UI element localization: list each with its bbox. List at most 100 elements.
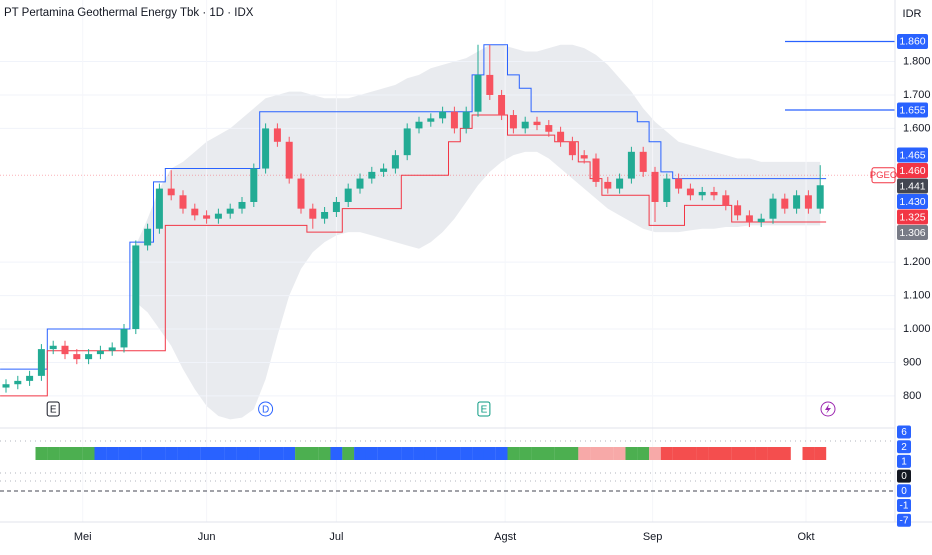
regime-segment	[59, 447, 71, 460]
oscillator-badge	[897, 499, 911, 512]
regime-segment	[743, 447, 756, 460]
regime-segment	[271, 447, 284, 460]
oscillator-label: -1	[900, 501, 909, 512]
price-badge-label: 1.465	[899, 149, 925, 161]
candle-body	[474, 74, 482, 112]
candle-body	[37, 349, 45, 376]
candle-body	[509, 115, 517, 129]
candle-body	[450, 111, 458, 129]
lightning-icon	[820, 401, 836, 417]
candle-body	[203, 215, 211, 219]
regime-segment	[306, 447, 319, 460]
candle-body	[144, 228, 152, 246]
regime-segment	[566, 447, 579, 460]
y-tick-label: 1.200	[903, 256, 931, 268]
regime-segment	[660, 447, 673, 460]
regime-segment	[531, 447, 543, 460]
candle-body	[627, 151, 635, 179]
event-label: D	[262, 405, 269, 416]
y-tick-label: 1.700	[903, 89, 931, 101]
regime-segment	[177, 447, 189, 460]
candle-body	[108, 347, 116, 351]
event-marker[interactable]	[477, 401, 491, 417]
candle-body	[592, 158, 600, 182]
event-marker[interactable]	[258, 401, 274, 417]
regime-segment	[247, 447, 260, 460]
event-label: E	[481, 405, 488, 416]
x-tick-label: Mei	[74, 531, 92, 543]
chart-title: PT Pertamina Geothermal Energy Tbk · 1D …	[4, 7, 254, 19]
regime-segment	[649, 447, 661, 460]
regime-segment	[684, 447, 697, 460]
oscillator-label: 2	[901, 442, 907, 453]
regime-segment	[672, 447, 685, 460]
candle-body	[14, 380, 22, 385]
regime-segment	[507, 447, 520, 460]
x-tick-label: Agst	[494, 531, 516, 543]
regime-segment	[94, 447, 107, 460]
candle-body	[120, 329, 128, 348]
candle-body	[698, 191, 706, 196]
price-badge-label: 1.441	[899, 180, 925, 192]
regime-segment	[448, 447, 461, 460]
regime-segment	[424, 447, 437, 460]
regime-segment	[330, 447, 343, 460]
candle-body	[604, 181, 612, 189]
price-badge	[897, 178, 928, 194]
candle-body	[368, 171, 376, 179]
grid-layer	[0, 61, 895, 492]
price-badge-label: 1.460	[899, 165, 925, 177]
event-marker[interactable]	[46, 401, 60, 417]
candle-body	[2, 384, 10, 388]
regime-segment	[601, 447, 614, 460]
regime-segment	[483, 447, 496, 460]
regime-segment	[165, 447, 178, 460]
regime-segment	[719, 447, 732, 460]
symbol-label: PGEO	[870, 170, 897, 181]
regime-segment	[106, 447, 119, 460]
candle-body	[226, 208, 234, 214]
price-badge-label: 1.325	[899, 211, 925, 223]
regime-segment	[129, 447, 142, 460]
channel-line	[0, 44, 827, 370]
regime-segment	[767, 447, 779, 460]
candle-body	[179, 195, 187, 209]
regime-segment	[519, 447, 532, 460]
regime-segment	[460, 447, 473, 460]
regime-segment	[554, 447, 567, 460]
price-badge-label: 1.655	[899, 104, 925, 116]
candle-body	[722, 195, 730, 206]
candle-body	[49, 345, 57, 350]
regime-segment	[637, 447, 650, 460]
price-badge	[897, 147, 928, 163]
regime-segment	[141, 447, 154, 460]
oscillator-badge	[897, 425, 911, 439]
regime-segment	[778, 447, 791, 460]
candle-body	[462, 111, 470, 129]
candle-body	[415, 121, 423, 129]
x-tick-label: Jul	[329, 531, 343, 543]
currency[interactable]: IDR	[903, 8, 922, 20]
oscillator-label: -7	[900, 515, 909, 526]
oscillator-label: 0	[901, 486, 907, 497]
candle-body	[781, 198, 789, 209]
candle-body	[96, 350, 104, 355]
candle-body	[155, 188, 163, 229]
candle-body	[580, 155, 588, 159]
candle-body	[745, 215, 753, 223]
candle-body	[675, 178, 683, 189]
regime-segment	[495, 447, 508, 460]
candle-body	[804, 195, 812, 209]
regime-segment	[436, 447, 449, 460]
candle-body	[297, 178, 305, 209]
oscillator-badge	[897, 484, 911, 498]
candle-body	[191, 208, 199, 216]
candle-body	[344, 188, 352, 202]
candle-body	[332, 201, 340, 213]
candle-body	[356, 178, 364, 189]
candle-body	[568, 141, 576, 156]
regime-segment	[283, 447, 296, 460]
regime-segment	[318, 447, 331, 460]
regime-segment	[377, 447, 390, 460]
oscillator-badge	[897, 440, 911, 454]
